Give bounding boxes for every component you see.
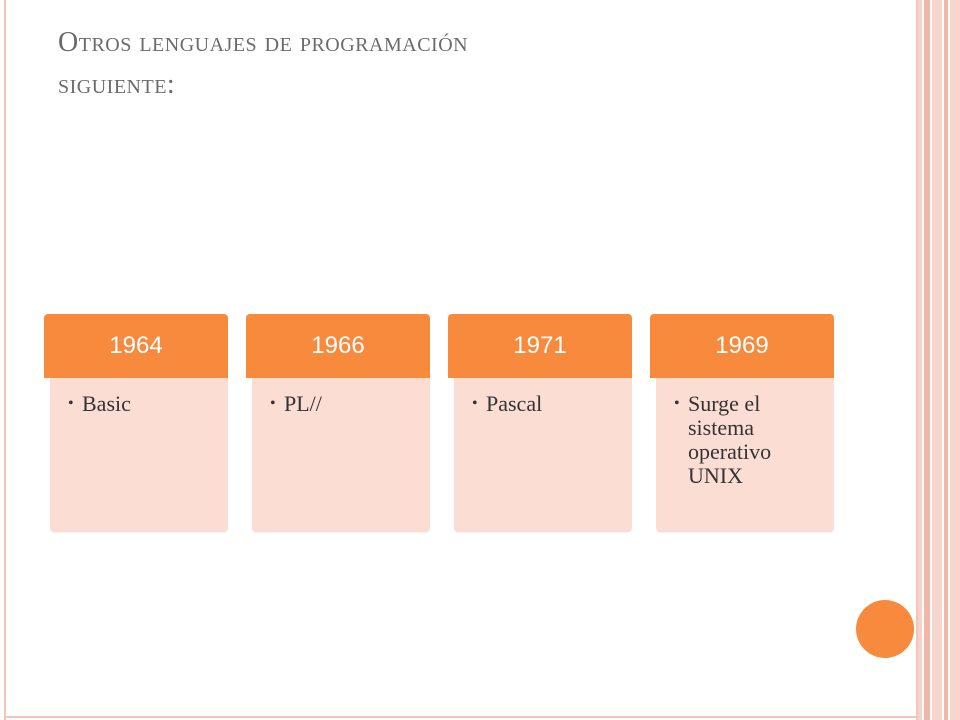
timeline-card-body: • PL//: [252, 376, 430, 532]
timeline-item: Basic: [82, 391, 131, 416]
timeline-bullet: • Pascal: [472, 392, 618, 416]
bullet-dot-icon: •: [270, 395, 276, 412]
timeline-year: 1966: [246, 314, 430, 378]
timeline-card: 1969 • Surge el sistema operativo UNIX: [650, 314, 834, 534]
timeline-item: Surge el sistema operativo UNIX: [688, 391, 772, 488]
slide-frame: [4, 0, 918, 720]
timeline-bullet: • PL//: [270, 392, 416, 416]
timeline-card: 1964 • Basic: [44, 314, 228, 534]
decorative-stripe: [918, 0, 922, 720]
slide-title: Otros lenguajes de programación siguient…: [58, 22, 858, 106]
decorative-stripe: [944, 0, 948, 720]
decorative-stripe: [924, 0, 930, 720]
bullet-dot-icon: •: [68, 395, 74, 412]
slide-frame-bottom: [4, 716, 918, 718]
timeline: 1964 • Basic 1966 • PL// 1971 • Pascal 1…: [44, 314, 836, 534]
timeline-year: 1964: [44, 314, 228, 378]
timeline-card: 1971 • Pascal: [448, 314, 632, 534]
timeline-item: Pascal: [486, 391, 543, 416]
timeline-card-body: • Pascal: [454, 376, 632, 532]
bullet-dot-icon: •: [472, 395, 478, 412]
timeline-card: 1966 • PL//: [246, 314, 430, 534]
timeline-card-body: • Surge el sistema operativo UNIX: [656, 376, 834, 532]
timeline-bullet: • Surge el sistema operativo UNIX: [674, 392, 820, 488]
slide-title-line-2: siguiente:: [58, 69, 176, 100]
timeline-year: 1971: [448, 314, 632, 378]
decorative-stripe: [950, 0, 960, 720]
decorative-stripe: [932, 0, 942, 720]
orange-circle-icon: [856, 600, 914, 658]
timeline-item: PL//: [284, 391, 322, 416]
bullet-dot-icon: •: [674, 395, 680, 412]
timeline-card-body: • Basic: [50, 376, 228, 532]
slide-title-line-1: Otros lenguajes de programación: [58, 27, 469, 58]
timeline-year: 1969: [650, 314, 834, 378]
timeline-bullet: • Basic: [68, 392, 214, 416]
